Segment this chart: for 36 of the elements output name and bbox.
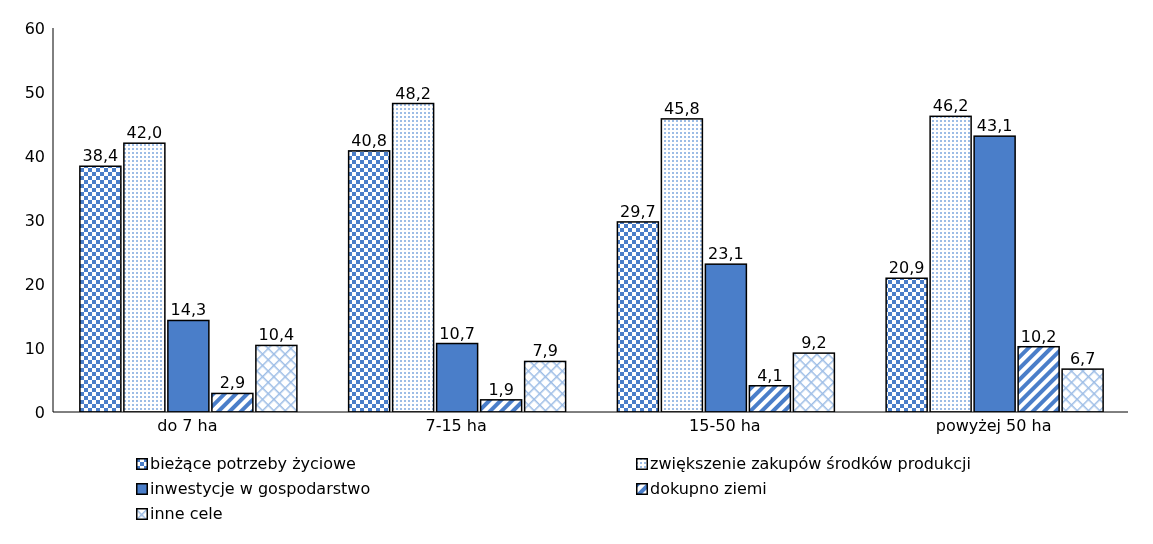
legend-label: zwiększenie zakupów środków produkcji <box>650 454 971 473</box>
y-tick-label: 0 <box>34 402 45 422</box>
data-label: 6,7 <box>1069 349 1096 369</box>
data-label: 45,8 <box>664 98 700 118</box>
data-label: 4,1 <box>757 365 783 385</box>
y-tick-label: 30 <box>24 210 45 230</box>
data-label: 42,0 <box>126 123 163 143</box>
data-label: 1,9 <box>488 379 514 399</box>
y-tick-label: 40 <box>24 146 45 166</box>
data-label: 43,1 <box>976 116 1013 136</box>
data-label: 40,8 <box>351 130 387 150</box>
data-label: 38,4 <box>82 146 119 166</box>
x-tick-label: do 7 ha <box>157 416 218 436</box>
y-tick-label: 60 <box>24 18 45 38</box>
data-label: 7,9 <box>532 341 558 361</box>
legend-label: bieżące potrzeby życiowe <box>150 454 356 473</box>
x-tick-label: 15-50 ha <box>689 416 761 436</box>
data-label: 29,7 <box>620 201 656 221</box>
data-label: 48,2 <box>395 83 431 103</box>
y-tick-label: 50 <box>24 82 45 102</box>
y-tick-label: 10 <box>24 338 45 358</box>
x-tick-label: 7-15 ha <box>425 416 487 436</box>
data-label: 14,3 <box>170 300 207 320</box>
y-tick-label: 20 <box>24 274 45 294</box>
x-tick-label: powyżej 50 ha <box>935 416 1052 436</box>
data-label: 10,7 <box>439 323 475 343</box>
data-label: 20,9 <box>888 258 925 278</box>
data-label: 9,2 <box>801 333 827 353</box>
legend-label: inwestycje w gospodarstwo <box>150 479 371 498</box>
legend-label: inne cele <box>150 504 223 523</box>
legend-label: dokupno ziemi <box>650 479 767 498</box>
data-label: 10,2 <box>1020 326 1057 346</box>
data-label: 46,2 <box>932 96 969 116</box>
data-label: 23,1 <box>708 244 744 264</box>
data-label: 2,9 <box>219 373 246 393</box>
data-label: 10,4 <box>258 325 295 345</box>
